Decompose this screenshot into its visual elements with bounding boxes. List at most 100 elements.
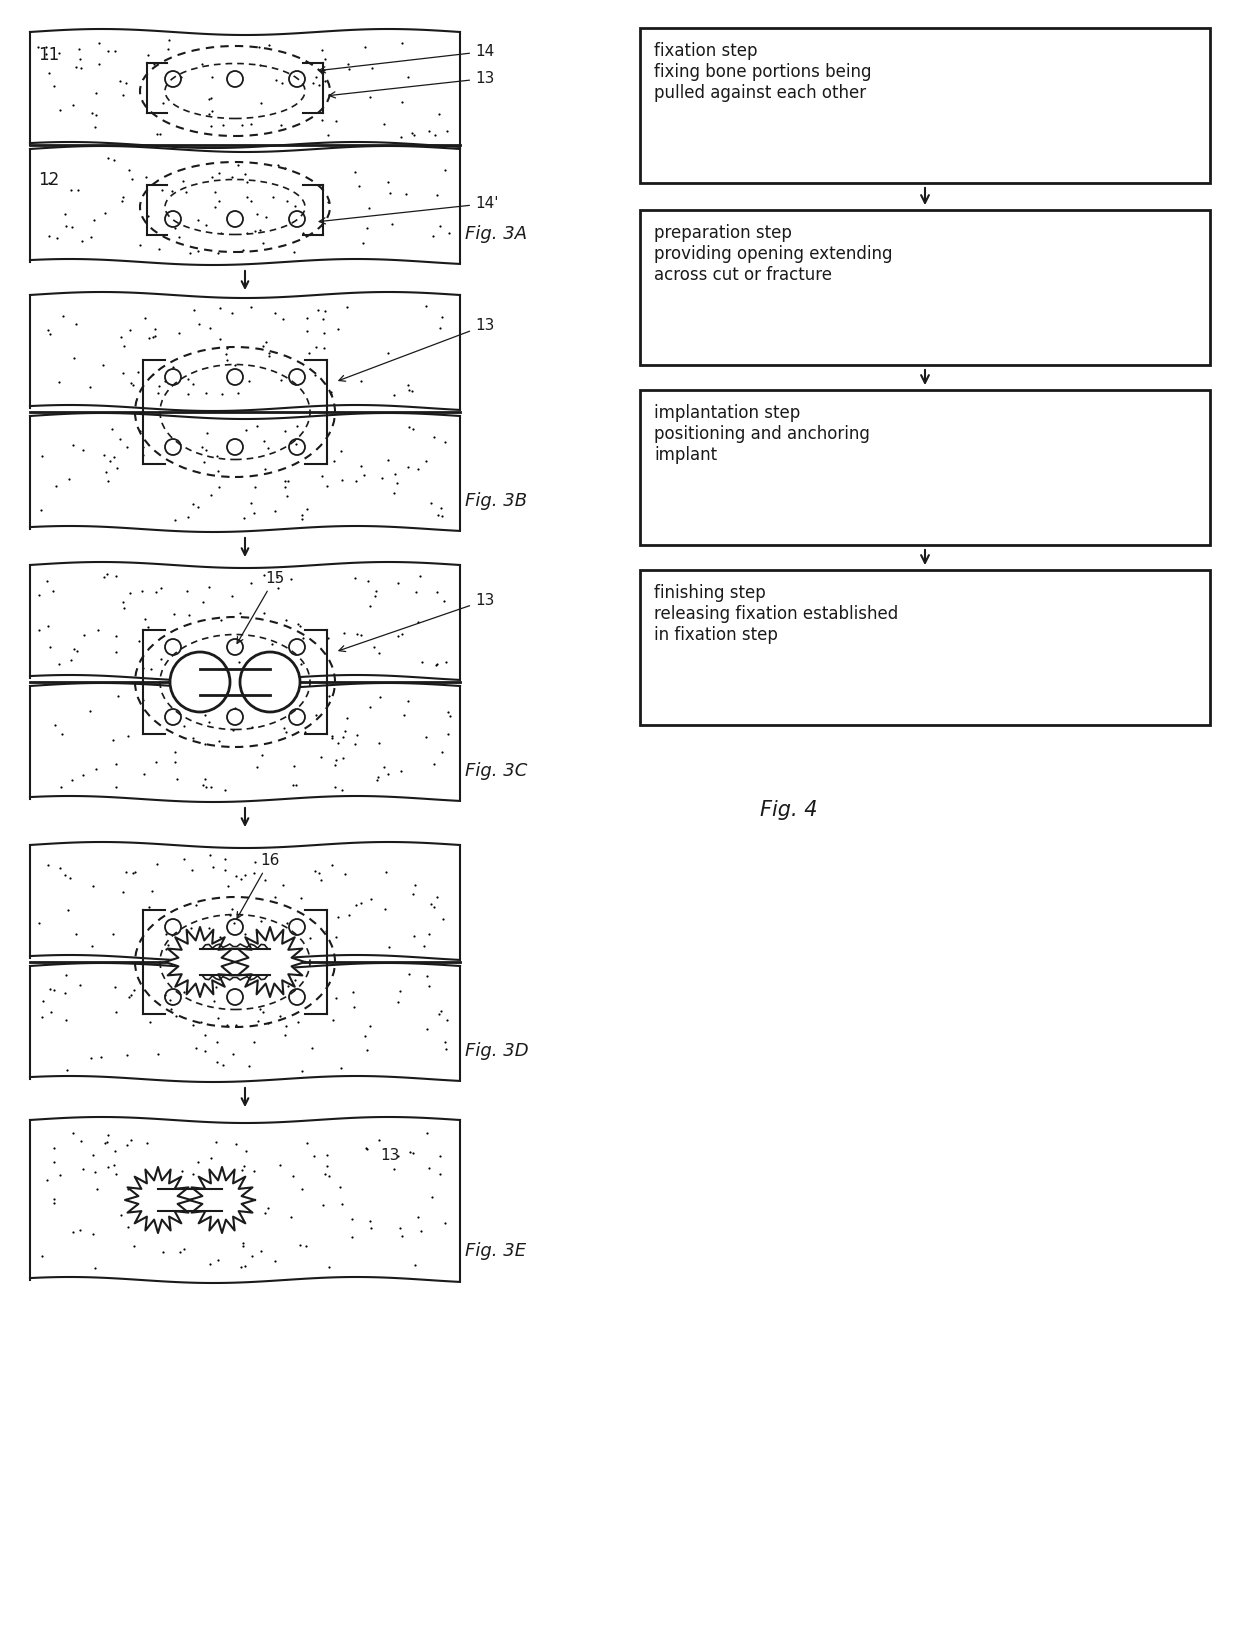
Point xyxy=(277,719,296,745)
Point xyxy=(408,610,428,636)
Point xyxy=(388,623,408,649)
Point xyxy=(237,168,257,194)
Point xyxy=(370,1127,389,1154)
Point xyxy=(201,1251,221,1277)
Point xyxy=(99,448,119,475)
Point xyxy=(43,1149,63,1175)
Point xyxy=(412,649,432,676)
Point xyxy=(253,333,273,359)
Point xyxy=(143,878,162,905)
Point xyxy=(51,775,71,801)
Point xyxy=(277,606,296,633)
Point xyxy=(104,443,124,470)
Point xyxy=(141,656,161,682)
Point xyxy=(231,600,250,626)
Point xyxy=(435,1210,455,1236)
Point xyxy=(180,602,200,628)
Point xyxy=(95,1129,115,1155)
Point xyxy=(249,218,269,244)
Point xyxy=(345,730,365,756)
Point xyxy=(265,1248,285,1274)
Point xyxy=(268,575,288,602)
Point xyxy=(293,1175,312,1201)
Point xyxy=(140,325,160,351)
Point xyxy=(98,1154,118,1180)
Polygon shape xyxy=(157,1188,222,1211)
Point xyxy=(414,933,434,959)
Point xyxy=(311,743,331,770)
Point xyxy=(200,709,219,735)
Point xyxy=(360,1014,379,1040)
Point xyxy=(117,1132,136,1159)
Point xyxy=(86,102,105,129)
Point xyxy=(118,1175,138,1201)
Point xyxy=(83,1221,103,1248)
Point xyxy=(69,1218,89,1244)
Point xyxy=(428,883,448,910)
Point xyxy=(146,578,166,605)
Point xyxy=(114,333,134,359)
Point xyxy=(215,776,234,803)
Point xyxy=(205,193,224,219)
Point xyxy=(60,465,79,491)
Point xyxy=(200,315,219,341)
Point xyxy=(153,176,172,203)
Point xyxy=(300,925,320,951)
Point xyxy=(430,315,450,341)
Point xyxy=(38,316,58,343)
Point xyxy=(241,188,260,214)
Point xyxy=(430,213,450,239)
Point xyxy=(48,40,68,66)
Point xyxy=(50,1162,69,1188)
Point xyxy=(412,1218,432,1244)
Point xyxy=(94,564,114,590)
Point xyxy=(196,213,216,239)
Point xyxy=(81,224,100,250)
Point xyxy=(324,448,343,475)
Point xyxy=(233,237,253,264)
Point xyxy=(286,412,306,438)
Point xyxy=(303,1035,322,1061)
Point xyxy=(113,878,133,905)
Point xyxy=(171,962,191,989)
Point xyxy=(86,114,105,140)
Point xyxy=(154,1239,174,1266)
Point xyxy=(200,101,219,127)
Point xyxy=(150,646,170,672)
Point xyxy=(308,297,327,323)
Point xyxy=(221,1178,241,1205)
Point xyxy=(180,936,200,962)
Point xyxy=(250,995,270,1022)
Point xyxy=(102,417,122,443)
Point xyxy=(311,867,331,893)
Point xyxy=(273,872,293,898)
Point xyxy=(408,1205,428,1231)
Point xyxy=(68,36,88,63)
Point xyxy=(56,213,76,239)
Point xyxy=(105,974,125,1000)
Point xyxy=(334,723,353,750)
Point xyxy=(207,1028,227,1055)
Point xyxy=(351,621,371,648)
Point xyxy=(283,1163,303,1190)
Polygon shape xyxy=(188,1167,255,1233)
Point xyxy=(381,180,401,206)
Polygon shape xyxy=(125,1167,191,1233)
Point xyxy=(172,168,192,194)
Point xyxy=(50,855,69,882)
Text: Fig. 3C: Fig. 3C xyxy=(465,761,527,780)
Point xyxy=(66,53,86,79)
Point xyxy=(384,382,404,409)
Point xyxy=(296,1233,316,1259)
Point xyxy=(149,379,169,405)
Point xyxy=(133,687,153,714)
Point xyxy=(424,751,444,778)
Point xyxy=(325,751,345,778)
Point xyxy=(402,377,422,404)
Point xyxy=(335,717,355,743)
Point xyxy=(104,147,124,173)
Point xyxy=(278,188,298,214)
Point xyxy=(250,908,270,934)
Point xyxy=(316,918,336,944)
Point xyxy=(317,473,337,499)
